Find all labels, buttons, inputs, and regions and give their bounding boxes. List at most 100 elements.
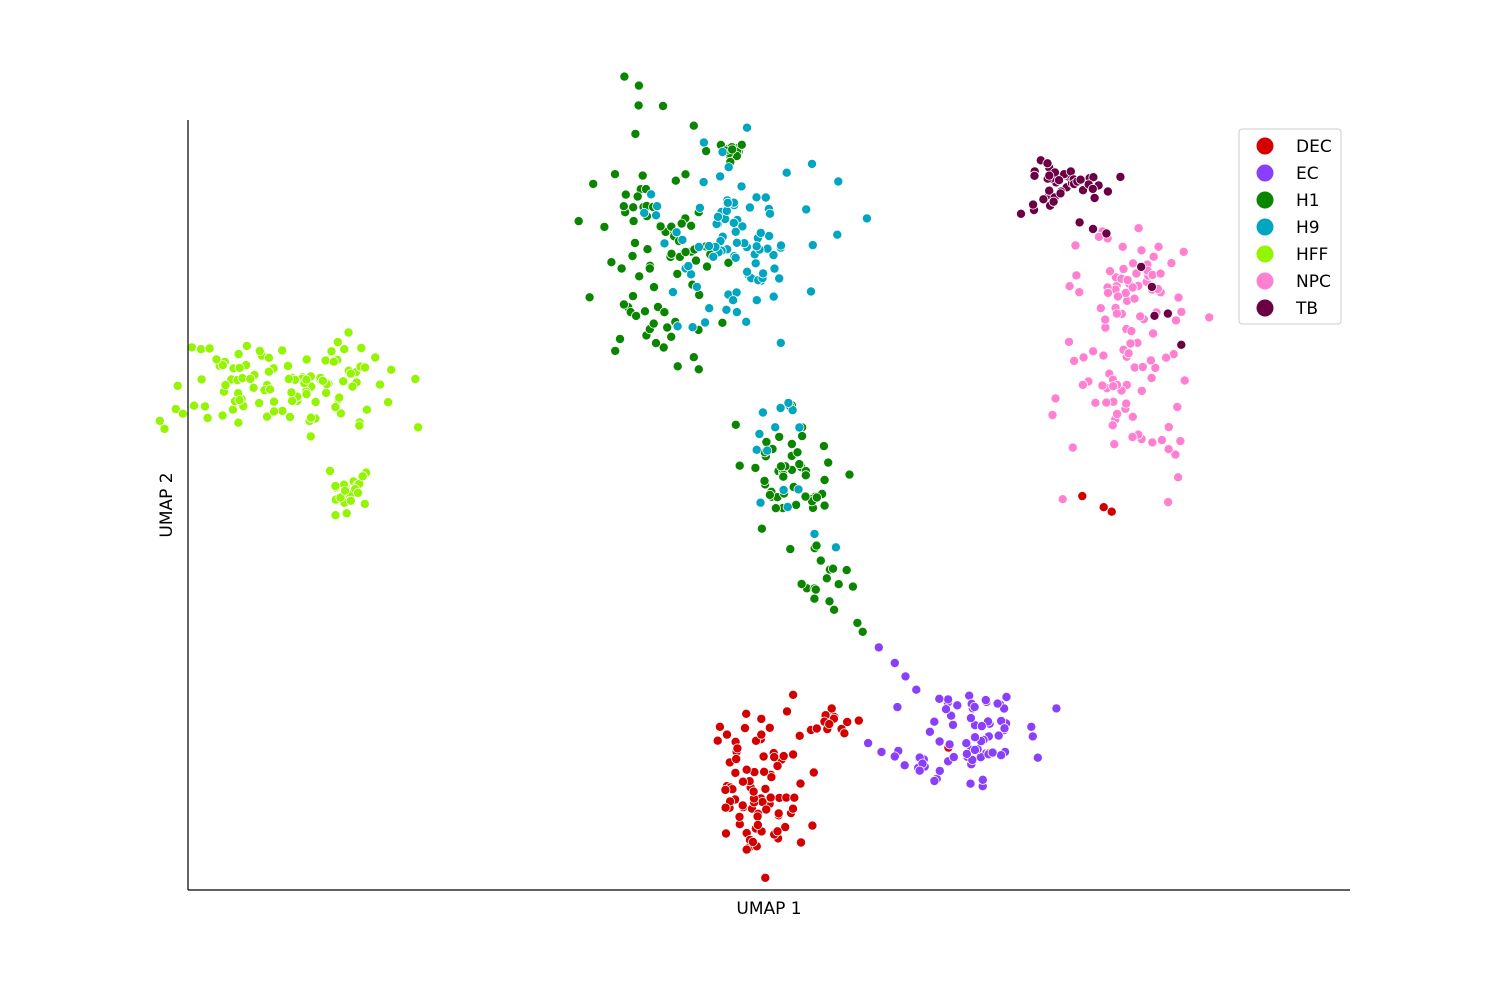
point-h1: [833, 579, 844, 590]
legend-marker-hff: [1256, 245, 1274, 263]
point-hff: [154, 415, 165, 426]
point-npc: [1161, 352, 1172, 363]
point-h1: [676, 218, 687, 229]
point-npc: [1136, 385, 1147, 396]
point-h1: [730, 419, 741, 430]
point-hff: [277, 405, 288, 416]
point-npc: [1112, 408, 1123, 419]
point-dec: [731, 754, 742, 765]
point-h9: [717, 146, 728, 157]
point-h1: [756, 523, 767, 534]
point-h9: [776, 240, 787, 251]
point-h1: [640, 306, 651, 317]
point-h1: [672, 361, 683, 372]
point-h9: [742, 122, 753, 133]
point-h1: [659, 307, 670, 318]
point-ec: [889, 751, 900, 762]
point-hff: [202, 412, 213, 423]
point-dec: [789, 792, 800, 803]
point-h1: [811, 492, 822, 503]
point-hff: [332, 337, 343, 348]
point-hff: [357, 471, 368, 482]
point-npc: [1175, 436, 1186, 447]
point-npc: [1122, 275, 1133, 286]
point-dec: [740, 723, 751, 734]
point-h9: [668, 287, 679, 298]
point-hff: [234, 362, 245, 373]
point-hff: [268, 396, 279, 407]
point-ec: [1027, 731, 1038, 742]
point-npc: [1178, 246, 1189, 257]
point-h9: [768, 291, 779, 302]
point-dec: [720, 802, 731, 813]
points-layer: [154, 71, 1215, 883]
point-h1: [791, 499, 802, 510]
point-dec: [730, 767, 741, 778]
point-tb: [1074, 217, 1085, 228]
point-h1: [637, 170, 648, 181]
point-npc: [1163, 422, 1174, 433]
point-hff: [345, 495, 356, 506]
point-h1: [821, 573, 832, 584]
point-h1: [811, 540, 822, 551]
point-h1: [796, 579, 807, 590]
point-h1: [610, 345, 621, 356]
point-ec: [929, 776, 940, 787]
point-ec: [911, 684, 922, 695]
point-hff: [204, 343, 215, 354]
point-npc: [1117, 241, 1128, 252]
point-ec: [965, 778, 976, 789]
point-h1: [818, 441, 829, 452]
point-h1: [686, 220, 697, 231]
point-dec: [758, 751, 769, 762]
point-h1: [847, 581, 858, 592]
point-h1: [618, 201, 629, 212]
point-h9: [723, 162, 734, 173]
point-dec: [765, 792, 776, 803]
point-ec: [900, 671, 911, 682]
point-h9: [639, 207, 650, 218]
point-ec: [863, 738, 874, 749]
point-dec: [722, 729, 733, 740]
legend-marker-h1: [1256, 191, 1274, 209]
point-dec: [778, 751, 789, 762]
point-h1: [658, 342, 669, 353]
point-h9: [793, 484, 804, 495]
point-h1: [750, 462, 761, 473]
point-h9: [751, 192, 762, 203]
point-tb: [1089, 192, 1100, 203]
point-dec: [721, 828, 732, 839]
point-h1: [688, 352, 699, 363]
point-npc: [1126, 326, 1137, 337]
point-dec: [747, 837, 758, 848]
point-hff: [196, 374, 207, 385]
point-hff: [321, 387, 332, 398]
point-h9: [774, 273, 785, 284]
point-ec: [970, 744, 981, 755]
point-hff: [177, 408, 188, 419]
point-h9: [694, 202, 705, 213]
point-h1: [653, 301, 664, 312]
point-h1: [584, 292, 595, 303]
point-hff: [233, 417, 244, 428]
point-h1: [658, 101, 669, 112]
point-ec: [892, 702, 903, 713]
point-npc: [1078, 352, 1089, 363]
point-h9: [755, 227, 766, 238]
point-h1: [844, 469, 855, 480]
point-hff: [189, 400, 200, 411]
point-h9: [833, 176, 844, 187]
legend-label-hff: HFF: [1296, 245, 1328, 265]
point-h1: [776, 461, 787, 472]
point-h9: [783, 397, 794, 408]
point-ec: [999, 723, 1010, 734]
point-h9: [750, 258, 761, 269]
point-h1: [688, 120, 699, 131]
point-h1: [628, 216, 639, 227]
point-npc: [1148, 328, 1159, 339]
point-ec: [993, 730, 1004, 741]
point-ec: [961, 738, 972, 749]
point-h9: [806, 286, 817, 297]
point-h1: [628, 202, 639, 213]
point-npc: [1173, 292, 1184, 303]
